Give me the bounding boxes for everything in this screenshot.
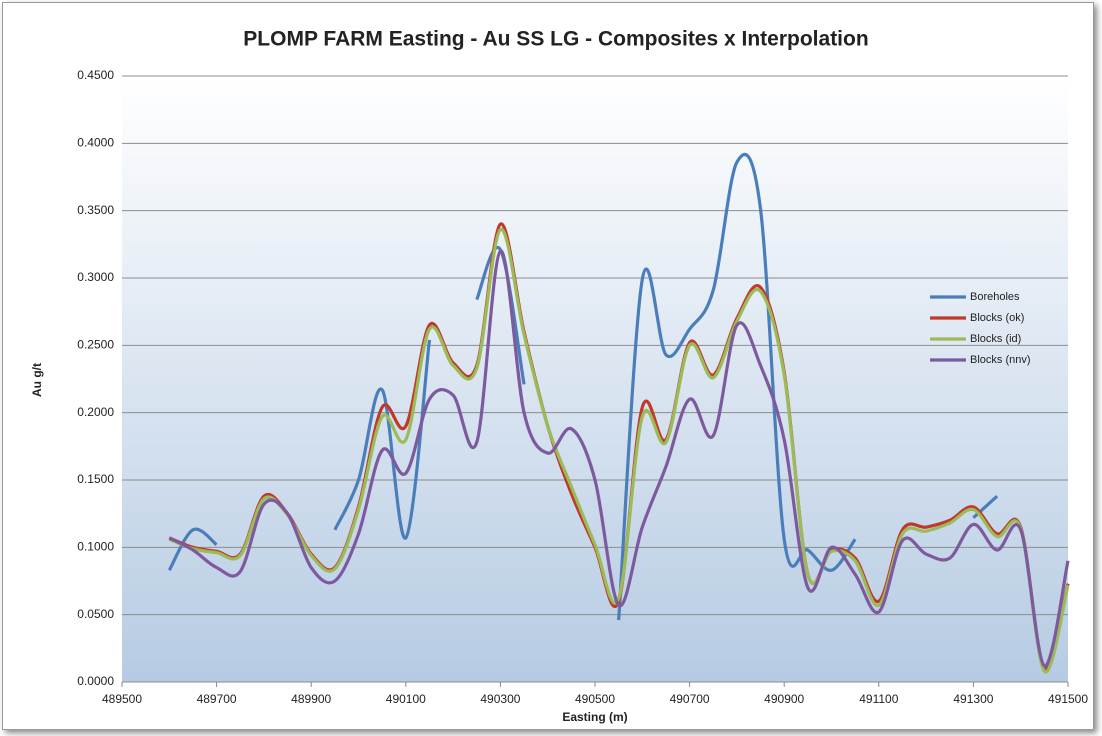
y-axis-label: Au g/t: [30, 363, 44, 397]
y-tick-label: 0.4000: [77, 136, 114, 150]
y-tick-label: 0.2500: [77, 338, 114, 352]
chart-title: PLOMP FARM Easting - Au SS LG - Composit…: [243, 28, 868, 51]
series-line: [168, 249, 1070, 668]
x-tick-label: 490500: [575, 692, 615, 706]
x-tick-label: 491300: [953, 692, 993, 706]
y-tick-label: 0.0000: [77, 674, 114, 688]
legend-label: Blocks (ok): [970, 312, 1024, 324]
x-tick-label: 489900: [291, 692, 331, 706]
legend-label: Blocks (id): [970, 333, 1021, 345]
y-tick-label: 0.4500: [77, 68, 114, 82]
x-tick-label: 489700: [197, 692, 237, 706]
plot-area: [122, 76, 1068, 682]
x-axis-label: Easting (m): [562, 710, 627, 724]
y-tick-label: 0.1000: [77, 540, 114, 554]
x-tick-label: 490900: [764, 692, 804, 706]
x-tick-label: 490700: [670, 692, 710, 706]
x-tick-label: 490300: [480, 692, 520, 706]
legend-label: Blocks (nnv): [970, 354, 1031, 366]
x-tick-label: 490100: [386, 692, 426, 706]
x-tick-label: 491500: [1048, 692, 1088, 706]
y-tick-label: 0.2000: [77, 405, 114, 419]
y-tick-label: 0.3000: [77, 270, 114, 284]
series-line: [168, 227, 1070, 674]
legend-label: Boreholes: [970, 291, 1020, 303]
y-tick-label: 0.1500: [77, 472, 114, 486]
x-tick-label: 489500: [102, 692, 142, 706]
y-tick-label: 0.0500: [77, 607, 114, 621]
y-tick-label: 0.3500: [77, 203, 114, 217]
x-tick-label: 491100: [859, 692, 898, 706]
